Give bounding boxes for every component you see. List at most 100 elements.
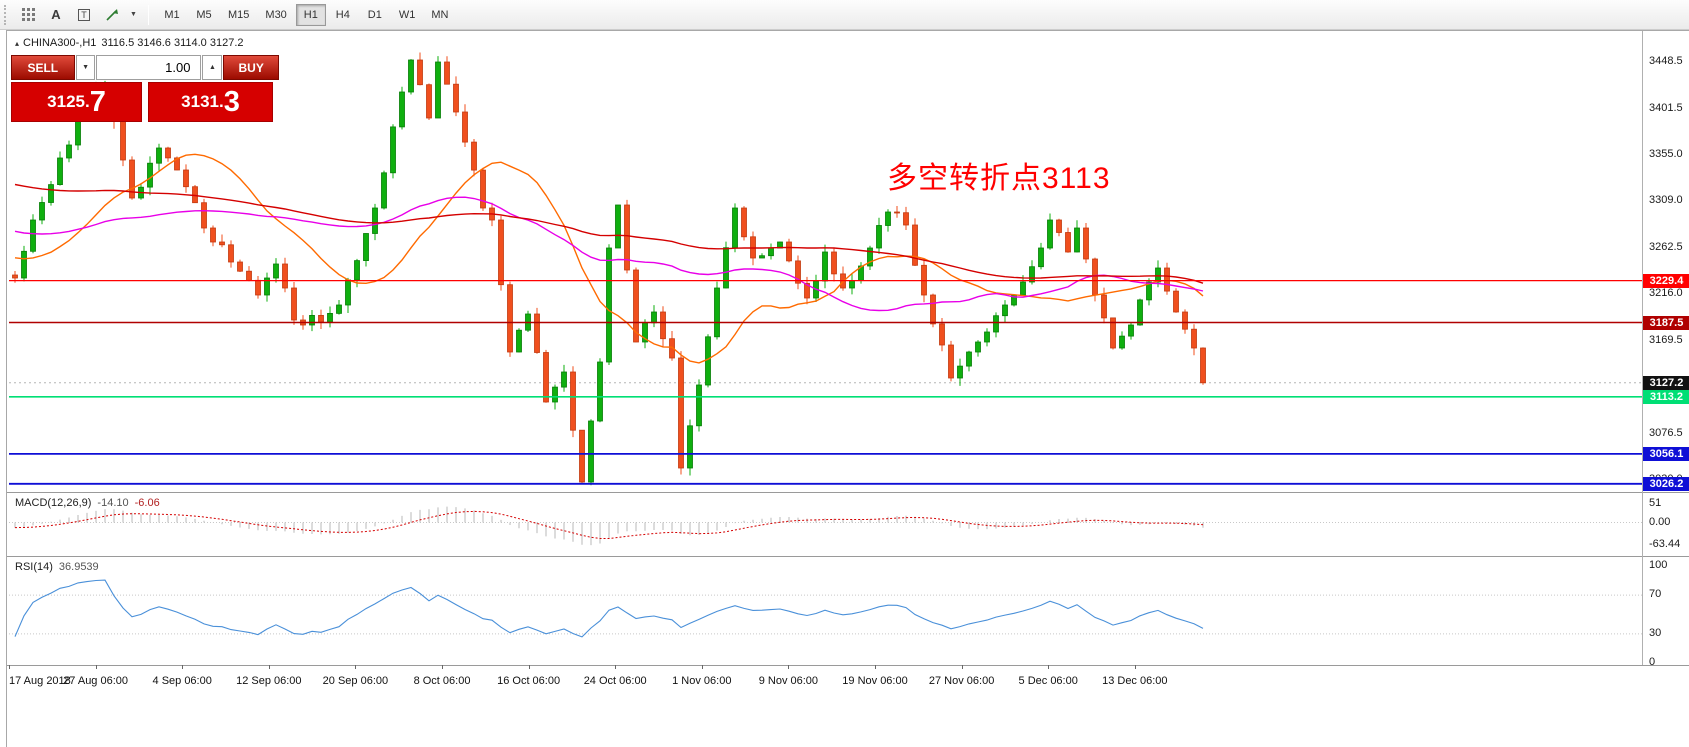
drawing-tools-icon[interactable]: [99, 4, 125, 26]
buy-price: 3131.: [181, 92, 224, 111]
price-axis-label: 3262.5: [1649, 240, 1683, 253]
price-axis-label: 3448.5: [1649, 54, 1683, 67]
timeframe-m5[interactable]: M5: [196, 8, 212, 21]
sell-price-box[interactable]: 3125. 7: [11, 82, 142, 122]
letter-a-glyph: A: [51, 7, 61, 22]
time-axis-tick: [9, 665, 10, 669]
macd-axis-label: -63.44: [1649, 538, 1681, 551]
rsi-label: RSI(14): [15, 561, 53, 573]
price-axis-separator: [1642, 31, 1643, 665]
toolbar: A T ▼ M1 M5 M15 M30 H1 H4 D1 W1 MN: [0, 0, 1689, 30]
rsi-axis-label: 70: [1649, 588, 1662, 601]
volume-input[interactable]: [96, 55, 202, 80]
sell-price: 3125.: [47, 92, 90, 111]
time-axis-label: 24 Oct 06:00: [583, 675, 647, 687]
rsi-panel-splitter[interactable]: [7, 556, 1689, 557]
timeframe-m30[interactable]: M30: [265, 8, 287, 21]
time-axis-tick: [442, 665, 443, 669]
time-axis-tick: [182, 665, 184, 669]
chart-annotation: 多空转折点3113: [887, 162, 1111, 195]
timeframe-mn[interactable]: MN: [431, 8, 449, 21]
macd-main-value: -14.10: [97, 497, 129, 509]
hline-price-tag: 3229.4: [1643, 273, 1689, 288]
time-axis-tick: [1048, 665, 1050, 669]
rsi-axis-label: 100: [1649, 559, 1668, 571]
macd-signal-value: -6.06: [134, 497, 160, 509]
timeframe-group: M1 M5 M15 M30 H1 H4 D1 W1 MN: [157, 3, 457, 26]
time-axis-label: 12 Sep 06:00: [236, 675, 302, 687]
time-axis-label: 5 Dec 06:00: [1018, 675, 1078, 687]
time-axis-tick: [528, 665, 530, 669]
buy-price-box[interactable]: 3131. 3: [148, 82, 273, 122]
time-axis-label: 1 Nov 06:00: [672, 675, 732, 687]
rsi-axis-label: 30: [1649, 626, 1662, 639]
hline-price-tag: 3113.2: [1643, 389, 1689, 404]
rsi-header: RSI(14) 36.9539: [15, 561, 99, 573]
collapse-icon[interactable]: ▴: [15, 39, 20, 48]
timeframe-h1[interactable]: H1: [295, 3, 326, 26]
timeframe-h4[interactable]: H4: [335, 8, 350, 21]
time-axis-label: 13 Dec 06:00: [1102, 675, 1168, 687]
time-axis-tick: [875, 665, 876, 669]
chart-window: ▴ CHINA300-,H1 3116.5 3146.6 3114.0 3127.2…: [6, 30, 1689, 747]
time-axis-tick: [788, 665, 790, 669]
volume-dropdown-button[interactable]: ▼: [75, 55, 96, 80]
time-axis-tick: [961, 665, 963, 669]
price-axis-label: 3169.5: [1649, 333, 1683, 346]
time-axis-tick: [95, 665, 97, 669]
time-axis-tick: [1134, 665, 1136, 669]
sell-price-big-digit: 7: [89, 85, 106, 118]
timeframe-w1[interactable]: W1: [398, 8, 416, 21]
price-axis-label: 3401.5: [1649, 101, 1683, 114]
macd-axis-label: 51: [1649, 497, 1662, 510]
text-label-icon[interactable]: T: [71, 4, 97, 26]
hline-price-tag: 3026.2: [1643, 476, 1689, 491]
time-axis-label: 19 Nov 06:00: [842, 675, 908, 687]
timeframe-m15[interactable]: M15: [228, 8, 250, 21]
hline-price-tag: 3187.5: [1643, 315, 1689, 330]
timeframe-d1[interactable]: D1: [367, 8, 382, 21]
insert-text-icon[interactable]: A: [43, 4, 69, 26]
buy-button[interactable]: BUY: [223, 55, 279, 80]
price-axis-label: 3309.0: [1649, 194, 1683, 206]
symbol-info: ▴ CHINA300-,H1 3116.5 3146.6 3114.0 3127.2: [15, 37, 249, 49]
rsi-value: 36.9539: [58, 561, 99, 573]
time-axis-label: 20 Sep 06:00: [322, 675, 389, 687]
drawing-tools-caret-icon[interactable]: ▼: [130, 11, 137, 18]
time-axis-label: 8 Oct 06:00: [413, 675, 471, 687]
time-axis-label: 17 Aug 2018: [9, 675, 71, 687]
macd-panel-chart[interactable]: [9, 494, 1642, 556]
grid-snap-icon[interactable]: [15, 4, 41, 26]
time-axis-label: 16 Oct 06:00: [497, 675, 561, 687]
price-axis-label: 3216.0: [1649, 287, 1683, 299]
symbol-name: CHINA300-,H1: [23, 37, 97, 49]
grid-icon: [21, 8, 35, 21]
volume-step-up-button[interactable]: ▲: [202, 55, 223, 80]
time-axis-tick: [355, 665, 357, 669]
price-chart[interactable]: [9, 33, 1642, 493]
toolbar-drag-handle[interactable]: [4, 4, 9, 25]
toolbar-separator: [148, 4, 149, 25]
symbol-quote: 3116.5 3146.6 3114.0 3127.2: [101, 37, 244, 49]
time-axis-tick: [701, 665, 703, 669]
timeframe-m1[interactable]: M1: [164, 8, 180, 21]
macd-label: MACD(12,26,9): [15, 497, 92, 509]
letter-t-glyph: T: [78, 8, 90, 21]
arrow-shape-icon: [106, 8, 118, 21]
time-axis-label: 27 Aug 06:00: [63, 675, 129, 687]
hline-price-tag: 3056.1: [1643, 446, 1689, 461]
time-axis-tick: [268, 665, 270, 669]
price-axis-label: 3076.5: [1649, 426, 1683, 439]
rsi-panel-chart[interactable]: [9, 558, 1642, 665]
buy-price-big-digit: 3: [223, 85, 240, 118]
time-axis-tick: [615, 665, 617, 669]
macd-panel-splitter[interactable]: [7, 492, 1689, 493]
current-price-tag: 3127.2: [1643, 375, 1689, 390]
price-axis-label: 3355.0: [1649, 148, 1683, 160]
sell-button[interactable]: SELL: [11, 55, 75, 80]
macd-header: MACD(12,26,9) -14.10 -6.06: [15, 497, 160, 509]
time-axis-line: [7, 665, 1689, 666]
time-axis-label: 9 Nov 06:00: [758, 675, 819, 687]
macd-axis-label: 0.00: [1649, 515, 1671, 528]
one-click-trading-panel: SELL ▼ ▲ BUY 3125. 7 3131. 3: [11, 55, 279, 122]
